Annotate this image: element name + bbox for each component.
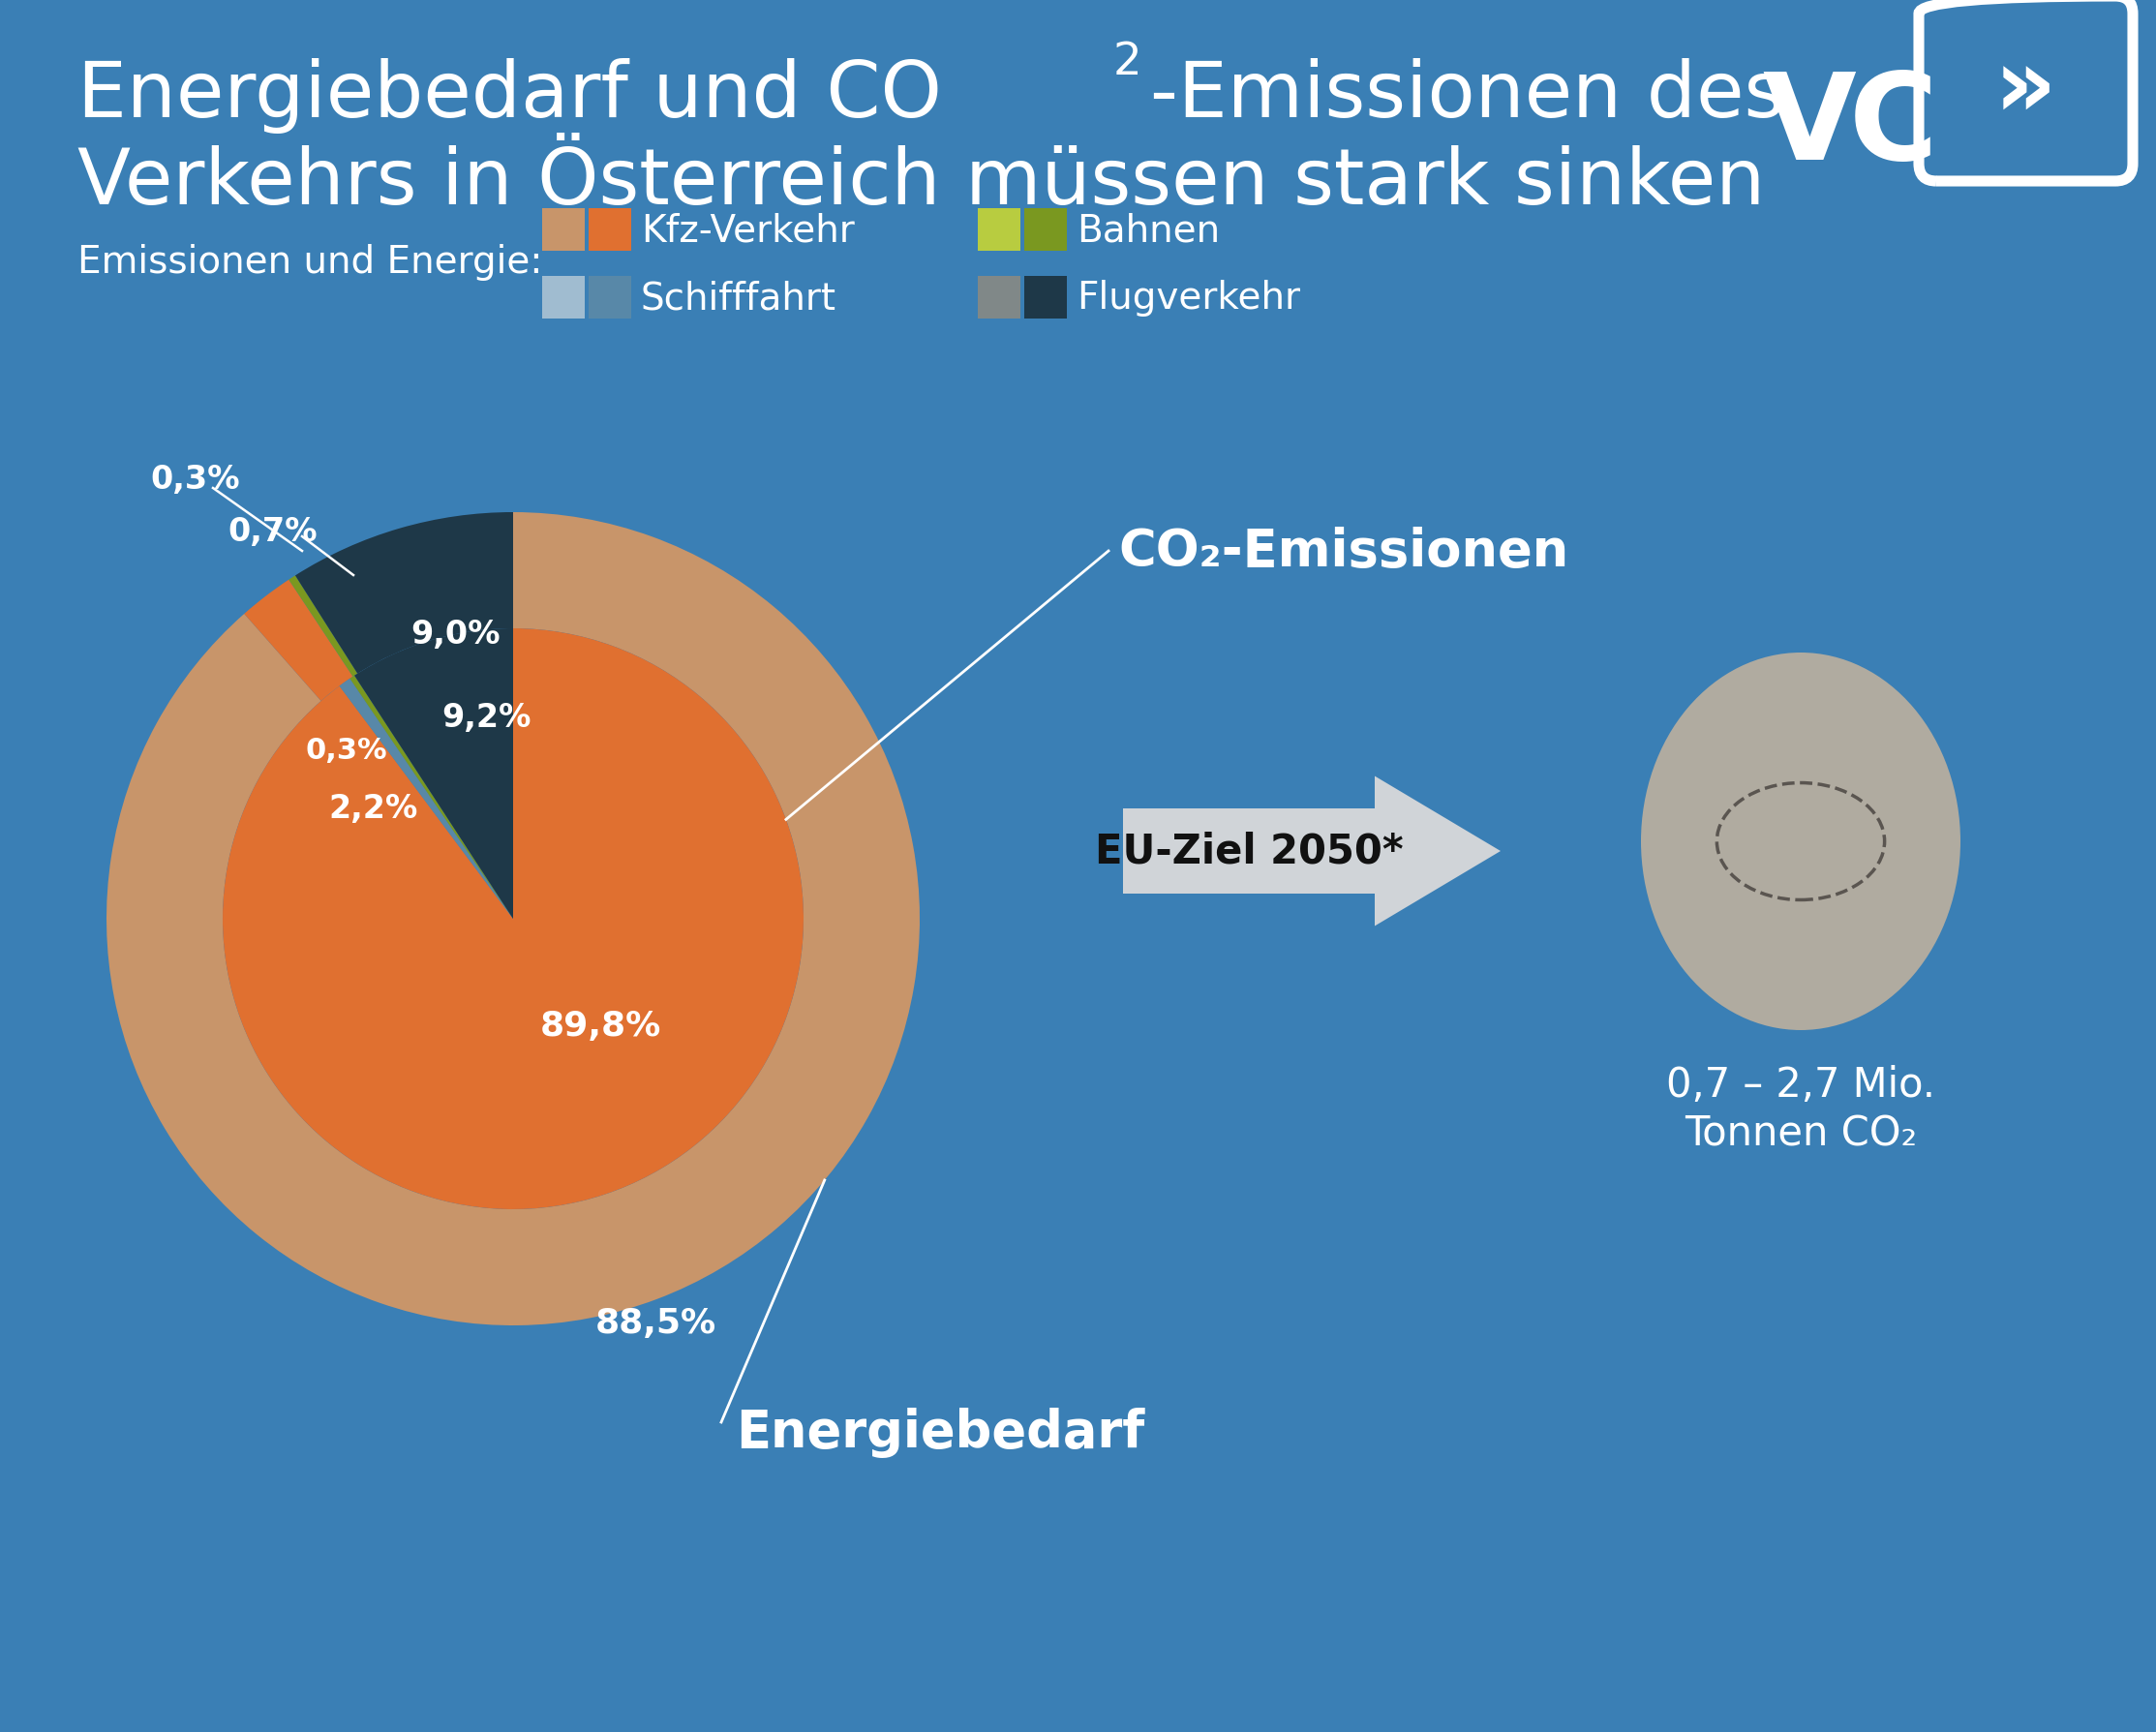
Wedge shape [244,580,354,701]
Text: Flugverkehr: Flugverkehr [1076,279,1300,317]
Text: Emissionen und Energie:: Emissionen und Energie: [78,244,543,281]
Bar [1024,210,1067,251]
Wedge shape [289,577,358,677]
Text: Verkehrs in Österreich müssen stark sinken: Verkehrs in Österreich müssen stark sink… [78,145,1766,220]
Polygon shape [1123,776,1501,927]
Bar [589,210,632,251]
Text: 0,7%: 0,7% [229,516,317,547]
Text: C: C [1850,68,1938,185]
Text: Energiebedarf: Energiebedarf [735,1406,1145,1457]
Text: 89,8%: 89,8% [539,1010,662,1043]
Text: Energiebedarf und CO: Energiebedarf und CO [78,59,942,133]
Bar [1024,277,1067,319]
Text: 2: 2 [1112,40,1143,85]
Text: 0,3%: 0,3% [151,462,239,495]
Text: CO₂-Emissionen: CO₂-Emissionen [1119,527,1570,577]
Text: EU-Ziel 2050*: EU-Ziel 2050* [1095,831,1404,871]
Text: V: V [1761,68,1856,185]
Bar [979,277,1020,319]
Text: »: » [1994,43,2057,137]
Bar [541,277,584,319]
Wedge shape [222,629,804,1209]
Ellipse shape [1641,653,1960,1031]
Bar [541,210,584,251]
Text: 9,0%: 9,0% [410,618,500,650]
Text: -Emissionen des: -Emissionen des [1149,59,1785,133]
Text: Schifffahrt: Schifffahrt [640,279,837,317]
Text: 88,5%: 88,5% [595,1306,716,1339]
Text: Bahnen: Bahnen [1076,211,1220,249]
Text: Kfz-Verkehr: Kfz-Verkehr [640,211,854,249]
Bar [979,210,1020,251]
Text: 0,3%: 0,3% [306,736,388,764]
Text: 0,7 – 2,7 Mio.: 0,7 – 2,7 Mio. [1667,1065,1936,1105]
Bar [589,277,632,319]
Text: 2,2%: 2,2% [328,792,418,824]
Text: Tonnen CO₂: Tonnen CO₂ [1684,1112,1917,1154]
Wedge shape [295,513,513,674]
Text: 9,2%: 9,2% [442,701,530,734]
Wedge shape [349,675,513,920]
Wedge shape [338,679,513,920]
Wedge shape [106,513,921,1325]
Wedge shape [354,629,513,920]
